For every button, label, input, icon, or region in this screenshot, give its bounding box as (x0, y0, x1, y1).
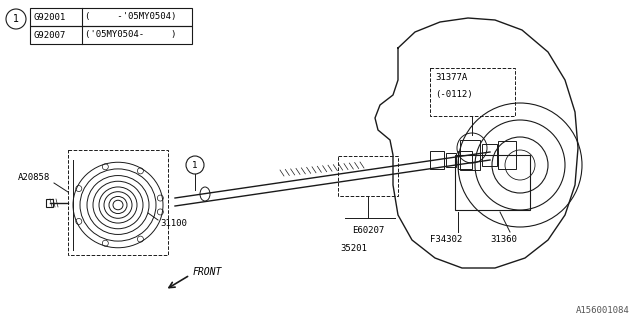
Text: 31360: 31360 (490, 235, 517, 244)
Text: 31100: 31100 (160, 219, 187, 228)
Bar (446, 153, 456, 167)
Text: F34302: F34302 (430, 235, 462, 244)
Text: (     -'05MY0504): ( -'05MY0504) (85, 12, 177, 21)
Bar (46, 199, 53, 207)
Text: 35201: 35201 (340, 244, 367, 253)
Text: G92001: G92001 (33, 12, 65, 21)
Bar (482, 144, 497, 166)
Text: 1: 1 (13, 14, 19, 24)
Bar (498, 141, 516, 169)
Text: E60207: E60207 (352, 226, 384, 235)
Bar (30, 26, 192, 44)
Text: 31377A: 31377A (435, 74, 467, 83)
Bar (430, 151, 444, 169)
Text: A20858: A20858 (18, 173, 51, 182)
Text: A156001084: A156001084 (576, 306, 630, 315)
Bar (68, 150, 168, 255)
Bar (430, 68, 515, 116)
Text: 1: 1 (192, 161, 198, 170)
Text: ('05MY0504-     ): ('05MY0504- ) (85, 30, 177, 39)
Text: (-0112): (-0112) (435, 90, 472, 99)
Bar (460, 140, 480, 170)
Bar (458, 151, 472, 169)
Bar (338, 156, 398, 196)
Text: G92007: G92007 (33, 30, 65, 39)
Bar (30, 8, 192, 26)
Bar (455, 155, 530, 210)
Text: FRONT: FRONT (193, 267, 222, 277)
